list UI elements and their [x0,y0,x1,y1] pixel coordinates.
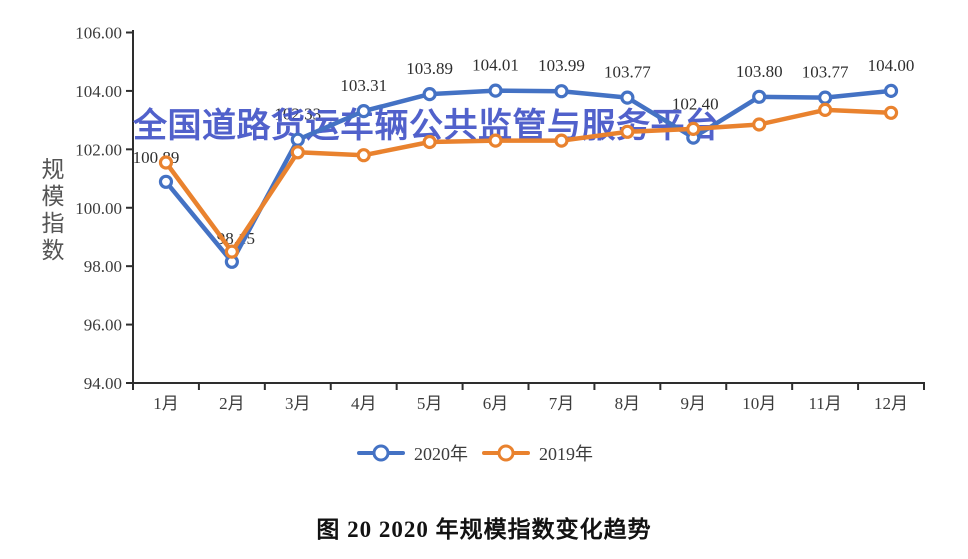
data-point-marker [554,84,569,99]
data-point-label: 103.89 [406,59,453,78]
data-point-marker [883,105,899,120]
data-point-marker [290,132,305,147]
x-tick-label: 9月 [681,394,707,413]
legend-label-2019: 2019年 [539,444,593,464]
series-line-2020年 [163,88,894,265]
series-layer [158,83,899,269]
x-tick-label: 8月 [615,394,641,413]
data-point-label: 103.99 [538,56,585,75]
y-tick-label: 100.00 [75,199,122,218]
data-point-marker [158,174,174,189]
series-line-2019年 [163,107,894,254]
data-point-marker [554,133,569,148]
x-tick-label: 12月 [874,394,908,413]
y-tick-label: 94.00 [84,374,122,393]
data-point-marker [488,83,503,98]
data-point-marker [620,124,635,139]
x-tick-label: 3月 [285,394,311,413]
data-point-marker [422,86,437,102]
line-chart: 106.00 104.00 102.00 100.00 98.00 96.00 94.00 1… [75,24,925,413]
data-point-label: 102.40 [672,95,719,114]
data-point-label: 103.31 [340,76,387,95]
data-point-label: 104.00 [868,56,915,75]
y-axis-title: 规模指数 [38,157,63,265]
figure-caption: 图 20 2020 年规模指数变化趋势 [316,517,652,542]
data-point-label: 104.01 [472,56,519,75]
data-point-marker [356,103,371,119]
data-point-marker [158,155,174,170]
legend-marker-icon [497,444,515,462]
data-point-marker [752,117,767,132]
x-tick-label: 6月 [483,394,509,413]
data-point-label: 103.77 [604,63,651,82]
legend-marker-icon [372,444,390,462]
data-point-marker [818,102,833,118]
x-tick-label: 2月 [219,394,245,413]
data-point-label: 103.80 [736,62,783,81]
y-tick-label: 106.00 [75,24,122,43]
x-tick-label: 10月 [742,394,776,413]
data-point-label: 102.33 [274,105,321,124]
x-tick-label: 7月 [549,394,575,413]
legend-item-2019: 2019年 [482,440,593,466]
data-point-marker [488,133,503,148]
data-point-marker [620,90,635,105]
x-tick-label: 11月 [808,394,841,413]
y-tick-label: 98.00 [84,257,122,276]
data-point-marker [818,90,833,105]
x-tick-label: 4月 [351,394,377,413]
data-point-marker [883,83,899,99]
x-tick-label: 1月 [153,394,179,413]
y-tick-label: 104.00 [75,82,122,101]
y-tick-label: 102.00 [75,140,122,159]
data-point-marker [356,148,371,163]
legend-line-2019 [482,444,530,462]
data-point-marker [290,145,305,160]
legend: 2020年 2019年 [0,440,950,466]
axes-layer: 106.00 104.00 102.00 100.00 98.00 96.00 94.00 1… [75,24,925,413]
y-tick-label: 96.00 [84,316,122,335]
data-point-marker [422,134,437,150]
x-tick-label: 5月 [417,394,443,413]
legend-label-2020: 2020年 [414,444,468,464]
data-point-label: 103.77 [802,63,849,82]
data-point-marker [752,89,767,104]
data-point-marker [686,121,701,136]
data-point-marker [224,244,239,259]
legend-line-2020 [357,444,405,462]
legend-item-2020: 2020年 [357,440,468,466]
